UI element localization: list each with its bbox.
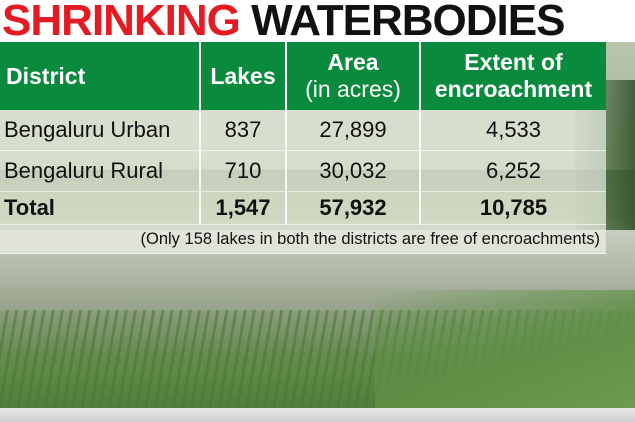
- header-lakes: Lakes: [200, 42, 287, 110]
- cell-lakes: 710: [200, 150, 287, 192]
- header-district-label: District: [6, 62, 86, 89]
- table-footnote: (Only 158 lakes in both the districts ar…: [0, 224, 606, 254]
- headline: SHRINKING WATERBODIES: [0, 0, 635, 42]
- cell-encroachment: 6,252: [420, 150, 606, 192]
- header-district: District: [0, 42, 201, 110]
- cell-district: Bengaluru Rural: [0, 150, 201, 192]
- cell-total-lakes: 1,547: [200, 191, 287, 225]
- cell-area: 27,899: [286, 110, 421, 151]
- header-encroachment-label-1: Extent of: [464, 49, 563, 75]
- table-total-row: Total 1,547 57,932 10,785: [0, 191, 606, 225]
- table-row: Bengaluru Urban 837 27,899 4,533: [0, 110, 606, 151]
- cell-total-encroachment: 10,785: [420, 191, 606, 225]
- header-encroachment-label-2: encroachment: [434, 76, 593, 102]
- table-row: Bengaluru Rural 710 30,032 6,252: [0, 150, 606, 192]
- cell-lakes: 837: [200, 110, 287, 151]
- cell-total-label: Total: [0, 191, 201, 225]
- headline-black-word: WATERBODIES: [251, 0, 565, 42]
- header-area: Area (in acres): [286, 42, 421, 110]
- cell-area: 30,032: [286, 150, 421, 192]
- header-area-label: Area: [327, 49, 379, 75]
- header-lakes-label: Lakes: [210, 62, 276, 89]
- cell-district: Bengaluru Urban: [0, 110, 201, 151]
- header-area-unit: (in acres): [305, 76, 401, 102]
- headline-red-word: SHRINKING: [2, 0, 241, 42]
- photo-grass-bank: [375, 290, 635, 422]
- table-header-row: District Lakes Area (in acres) Extent of…: [0, 42, 606, 110]
- cell-total-area: 57,932: [286, 191, 421, 225]
- cell-encroachment: 4,533: [420, 110, 606, 151]
- table-note-row: (Only 158 lakes in both the districts ar…: [0, 224, 606, 254]
- lakes-table: District Lakes Area (in acres) Extent of…: [0, 42, 606, 254]
- header-encroachment: Extent of encroachment: [420, 42, 606, 110]
- photo-bottom-band: [0, 408, 635, 422]
